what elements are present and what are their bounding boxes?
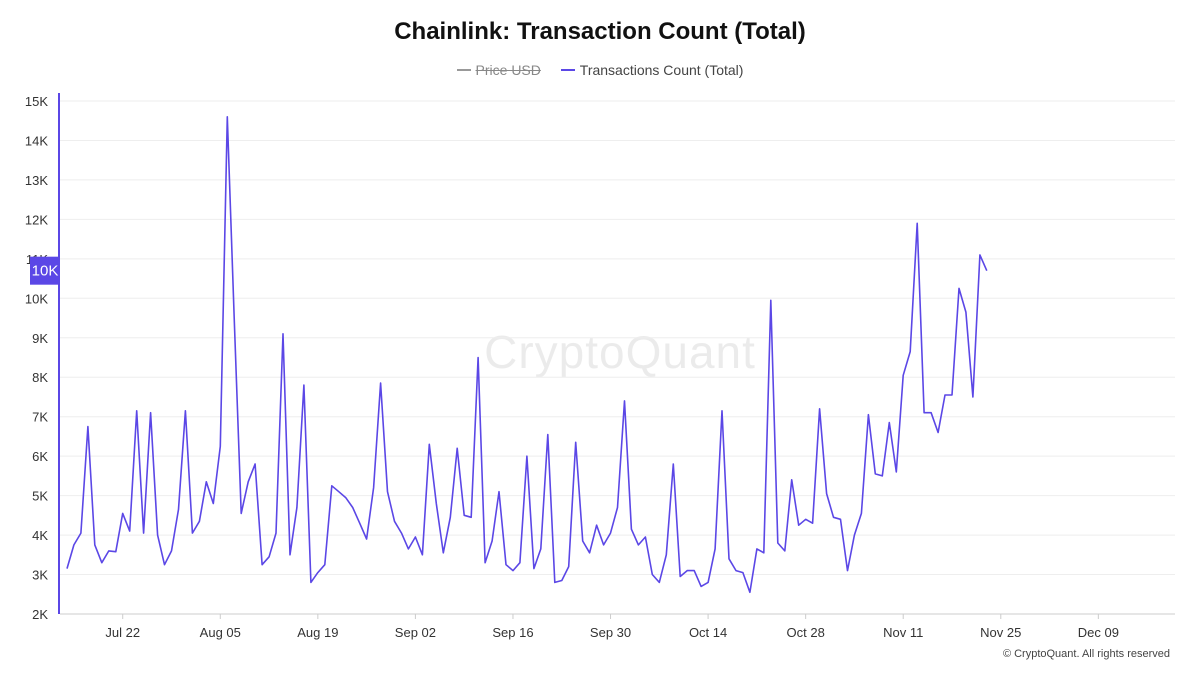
- y-tick-label: 6K: [32, 449, 48, 464]
- y-tick-label: 13K: [25, 173, 48, 188]
- y-tick-label: 8K: [32, 370, 48, 385]
- legend-item-transactions-count[interactable]: Transactions Count (Total): [560, 62, 744, 78]
- x-tick-label: Sep 30: [590, 625, 631, 640]
- current-value-badge-label: 10K: [32, 263, 59, 280]
- chart-title: Chainlink: Transaction Count (Total): [394, 18, 806, 45]
- x-tick-label: Nov 25: [980, 625, 1021, 640]
- y-tick-label: 2K: [32, 607, 48, 622]
- y-tick-label: 14K: [25, 133, 48, 148]
- series-line-transactions-count: [66, 116, 988, 594]
- current-value-badge: [30, 256, 60, 285]
- x-tick-label: Nov 11: [883, 625, 923, 640]
- legend-item-price-usd[interactable]: Price USD: [456, 62, 541, 78]
- y-tick-label: 5K: [32, 489, 48, 504]
- legend-swatch-price-usd: [456, 69, 471, 71]
- y-tick-label: 3K: [32, 568, 48, 583]
- copyright-notice: © CryptoQuant. All rights reserved: [1002, 648, 1170, 660]
- x-tick-label: Dec 09: [1078, 625, 1119, 640]
- x-tick-label: Sep 16: [492, 625, 533, 640]
- y-tick-label: 10K: [25, 291, 48, 306]
- legend: Price USD Transactions Count (Total): [0, 58, 1200, 78]
- y-tick-label: 4K: [32, 528, 48, 543]
- y-tick-label: 9K: [32, 331, 48, 346]
- legend-label-price-usd: Price USD: [475, 62, 541, 78]
- x-tick-label: Jul 22: [105, 625, 140, 640]
- legend-swatch-transactions-count: [560, 69, 575, 71]
- legend-label-transactions-count: Transactions Count (Total): [579, 62, 744, 78]
- y-tick-label: 7K: [32, 410, 48, 425]
- x-tick-label: Sep 02: [395, 625, 436, 640]
- y-tick-label: 15K: [25, 94, 48, 109]
- x-tick-label: Aug 05: [200, 625, 241, 640]
- y-tick-label: 12K: [25, 212, 48, 227]
- x-tick-label: Aug 19: [297, 625, 338, 640]
- x-tick-label: Oct 14: [689, 625, 727, 640]
- x-tick-label: Oct 28: [787, 625, 825, 640]
